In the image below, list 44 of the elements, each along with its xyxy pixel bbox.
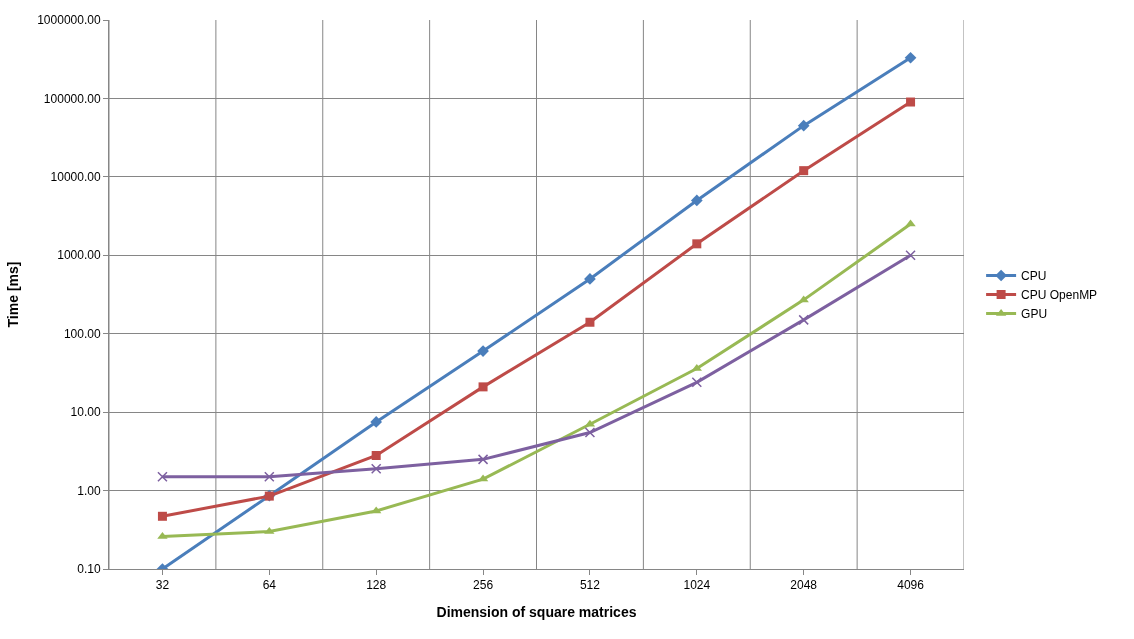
x-tick-label: 128	[366, 578, 387, 593]
point	[906, 97, 916, 107]
x-tick-label: 32	[155, 578, 170, 593]
x-tick-label: 2048	[790, 578, 818, 593]
y-axis-title: Time [ms]	[4, 261, 21, 328]
y-tick-label: 100.00	[63, 326, 101, 341]
point	[477, 454, 489, 465]
point	[371, 451, 381, 460]
point	[585, 317, 595, 327]
point	[157, 531, 168, 539]
point	[370, 463, 382, 474]
x-axis-title: Dimension of square matrices	[436, 603, 637, 620]
y-tick-label: 1000.00	[57, 248, 101, 263]
y-tick-label: 10.00	[70, 405, 101, 420]
x-tick-label: 256	[473, 578, 494, 593]
legend-label: CPU OpenMP	[1021, 288, 1098, 303]
y-tick-label: 1000000.00	[37, 13, 101, 28]
point	[690, 194, 703, 207]
point	[797, 119, 810, 132]
y-tick-label: 1.00	[77, 483, 101, 498]
point	[478, 382, 488, 392]
point	[157, 511, 167, 521]
point	[904, 51, 917, 64]
x-tick-label: 64	[262, 578, 277, 593]
x-tick-label: 1024	[683, 578, 711, 593]
point	[798, 295, 809, 303]
point	[264, 471, 275, 483]
point	[477, 345, 489, 357]
point	[691, 377, 703, 388]
point	[798, 314, 809, 326]
legend-label: GPU	[1021, 307, 1048, 322]
point	[584, 273, 596, 285]
point	[157, 471, 168, 483]
y-tick-label: 0.10	[77, 562, 101, 577]
point	[905, 250, 916, 261]
x-tick-label: 4096	[897, 578, 925, 593]
point	[370, 416, 383, 428]
legend-label: CPU	[1021, 269, 1047, 284]
y-tick-label: 10000.00	[50, 170, 101, 185]
x-tick-label: 512	[579, 578, 601, 593]
point	[799, 166, 809, 176]
point	[584, 427, 596, 438]
y-tick-label: 100000.00	[43, 91, 101, 106]
point	[692, 239, 702, 249]
